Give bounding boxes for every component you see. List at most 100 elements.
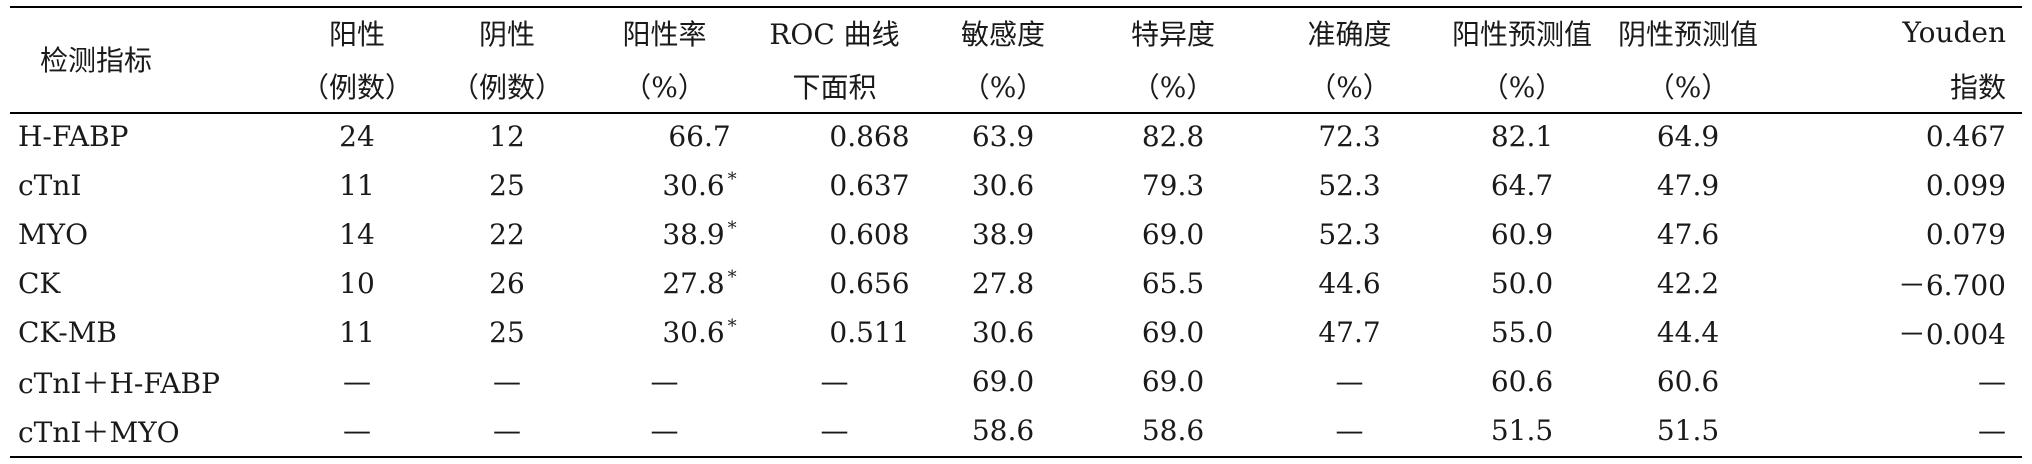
cell-sensitivity-value: 38.9 [971,218,1035,251]
cell-ppv-value: 82.1 [1490,120,1554,153]
cell-npv: 64.9 [1607,112,1769,161]
significance-mark: * [727,218,737,239]
cell-negative-value: 25 [489,169,525,202]
header-rule [10,112,2022,114]
cell-ppv: 60.9 [1437,210,1607,259]
cell-npv-value: 44.4 [1656,316,1720,349]
table-row: cTnI＋H-FABP — — — — 69.0 69.0 — 60.6 60.6 — [10,357,2022,406]
cell-accuracy-value: 52.3 [1318,169,1381,202]
cell-ppv: 82.1 [1437,112,1607,161]
table-header: 检测指标 阳性 阴性 阳性率 ROC 曲线 敏感度 特异度 准确度 阳性预测值 … [10,6,2022,112]
cell-indicator: CK [10,259,282,308]
cell-negative-value: 22 [489,218,525,251]
cell-accuracy-value: — [1335,414,1364,447]
cell-npv-value: 60.6 [1656,365,1720,398]
cell-ppv: 60.6 [1437,357,1607,406]
cell-youden: — [1769,406,2022,455]
cell-indicator: cTnI [10,161,282,210]
cell-sensitivity-value: 30.6 [971,169,1035,202]
cell-positive-rate-value: — [650,414,679,447]
cell-youden-value: — [1978,414,2006,447]
cell-accuracy-value: 52.3 [1318,218,1381,251]
cell-sensitivity-value: 30.6 [971,316,1035,349]
cell-npv: 60.6 [1607,357,1769,406]
cell-youden: 0.467 [1769,112,2022,161]
cell-positive-value: — [343,365,371,398]
cell-specificity-value: 79.3 [1141,169,1205,202]
cell-ppv: 55.0 [1437,308,1607,357]
cell-negative: 25 [432,308,582,357]
header-sensitivity-unit: （%） [961,70,1045,104]
header-youden: Youden [1902,16,2006,49]
cell-positive-value: 14 [339,218,375,251]
cell-negative-value: 12 [489,120,525,153]
cell-specificity: 79.3 [1084,161,1262,210]
cell-positive: 24 [282,112,432,161]
cell-ppv-value: 60.9 [1490,218,1554,251]
cell-positive-rate-value: — [650,365,679,398]
cell-accuracy: 72.3 [1262,112,1437,161]
cell-youden: — [1769,357,2022,406]
cell-ppv: 64.7 [1437,161,1607,210]
cell-positive-rate: — [582,406,747,455]
cell-indicator-value: CK-MB [18,316,118,349]
cell-youden: 0.079 [1769,210,2022,259]
cell-positive: — [282,406,432,455]
cell-specificity-value: 69.0 [1141,365,1205,398]
cell-npv-value: 51.5 [1656,414,1720,447]
cell-specificity-value: 58.6 [1141,414,1205,447]
cell-roc-value: 0.868 [829,120,910,153]
header-negative: 阴性 [478,17,535,51]
header-positive-rate: 阳性率 [622,17,707,51]
cell-negative: 12 [432,112,582,161]
table-body: H-FABP 24 12 66.7 0.868 63.9 82.8 72.3 82.1 64.9 0… [10,112,2022,455]
cell-roc: 0.608 [747,210,922,259]
cell-youden-value: 0.099 [1925,169,2006,202]
table-row: CK-MB 11 25 30.6 * 0.511 30.6 69.0 47.7 55.0 44.4 －… [10,308,2022,357]
cell-negative: 26 [432,259,582,308]
cell-positive-rate: 66.7 [582,112,747,161]
cell-positive: 11 [282,161,432,210]
bottom-rule [10,456,2022,458]
header-npv: 阴性预测值 [1617,17,1758,51]
table-row: H-FABP 24 12 66.7 0.868 63.9 82.8 72.3 82.1 64.9 0… [10,112,2022,161]
cell-positive-rate-value: 30.6 [662,169,725,202]
table-row: cTnI 11 25 30.6 * 0.637 30.6 79.3 52.3 64.7 47.9 0.… [10,161,2022,210]
table-row: CK 10 26 27.8 * 0.656 27.8 65.5 44.6 50.0 42.2 －6.7… [10,259,2022,308]
cell-youden: 0.099 [1769,161,2022,210]
cell-accuracy-value: 72.3 [1318,120,1381,153]
cell-accuracy: 44.6 [1262,259,1437,308]
cell-accuracy-value: 44.6 [1318,267,1381,300]
cell-youden-value: — [1978,365,2006,398]
cell-negative-value: 26 [489,267,525,300]
cell-youden-value: 0.079 [1925,218,2006,251]
cell-ppv-value: 51.5 [1490,414,1554,447]
header-specificity-unit: （%） [1131,70,1215,104]
header-positive: 阳性 [328,17,385,51]
cell-ppv: 50.0 [1437,259,1607,308]
cell-positive-rate-value: 30.6 [662,316,725,349]
cell-ppv-value: 50.0 [1490,267,1554,300]
cell-positive: — [282,357,432,406]
cell-positive-rate-value: 38.9 [662,218,725,251]
cell-roc: 0.656 [747,259,922,308]
cell-sensitivity: 63.9 [922,112,1084,161]
header-npv-unit: （%） [1646,70,1730,104]
header-positive-unit: （例数） [300,70,413,104]
cell-sensitivity: 69.0 [922,357,1084,406]
table-row: cTnI＋MYO — — — — 58.6 58.6 — 51.5 51.5 — [10,406,2022,455]
cell-npv: 44.4 [1607,308,1769,357]
cell-indicator: CK-MB [10,308,282,357]
cell-youden-value: －6.700 [1897,268,2006,302]
cell-negative-value: — [493,414,521,447]
cell-positive-rate: 27.8 * [582,259,747,308]
cell-positive-value: 11 [339,169,375,202]
cell-specificity: 82.8 [1084,112,1262,161]
significance-mark: * [727,267,737,288]
header-ppv-unit: （%） [1480,70,1564,104]
header-positive-rate-unit: （%） [623,70,706,104]
cell-positive-rate: 30.6 * [582,308,747,357]
cell-specificity-value: 82.8 [1141,120,1205,153]
cell-specificity: 69.0 [1084,210,1262,259]
